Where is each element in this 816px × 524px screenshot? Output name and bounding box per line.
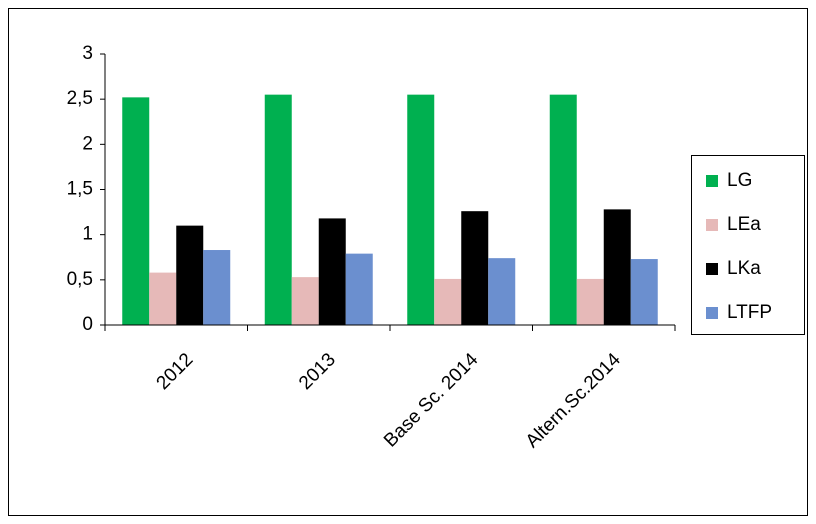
bar — [434, 278, 462, 325]
y-tick-label: 3 — [82, 43, 93, 64]
bar — [149, 272, 177, 325]
y-tick-label: 2,5 — [67, 88, 93, 109]
bar — [576, 278, 604, 325]
bar — [603, 209, 631, 325]
bar — [264, 94, 292, 326]
legend-swatch — [706, 175, 718, 187]
legend-label: LG — [727, 170, 752, 191]
legend-label: LKa — [727, 258, 761, 279]
bar — [122, 97, 150, 325]
bar — [630, 259, 658, 325]
bar — [203, 250, 231, 325]
legend-swatch — [706, 307, 718, 319]
bar — [345, 253, 373, 325]
bar — [176, 225, 204, 325]
y-tick-label: 0 — [82, 314, 93, 335]
legend-label: LEa — [727, 214, 761, 235]
bar — [407, 94, 435, 326]
bar — [291, 277, 319, 325]
legend-swatch — [706, 219, 718, 231]
y-tick-label: 1 — [82, 224, 93, 245]
bar — [461, 211, 489, 325]
y-tick-label: 0,5 — [67, 269, 93, 290]
legend-label: LTFP — [727, 302, 772, 323]
y-tick-label: 2 — [82, 133, 93, 154]
legend-swatch — [706, 263, 718, 275]
y-tick-label: 1,5 — [67, 179, 93, 200]
bar — [488, 258, 516, 325]
bar — [318, 218, 346, 325]
bar — [549, 94, 577, 326]
